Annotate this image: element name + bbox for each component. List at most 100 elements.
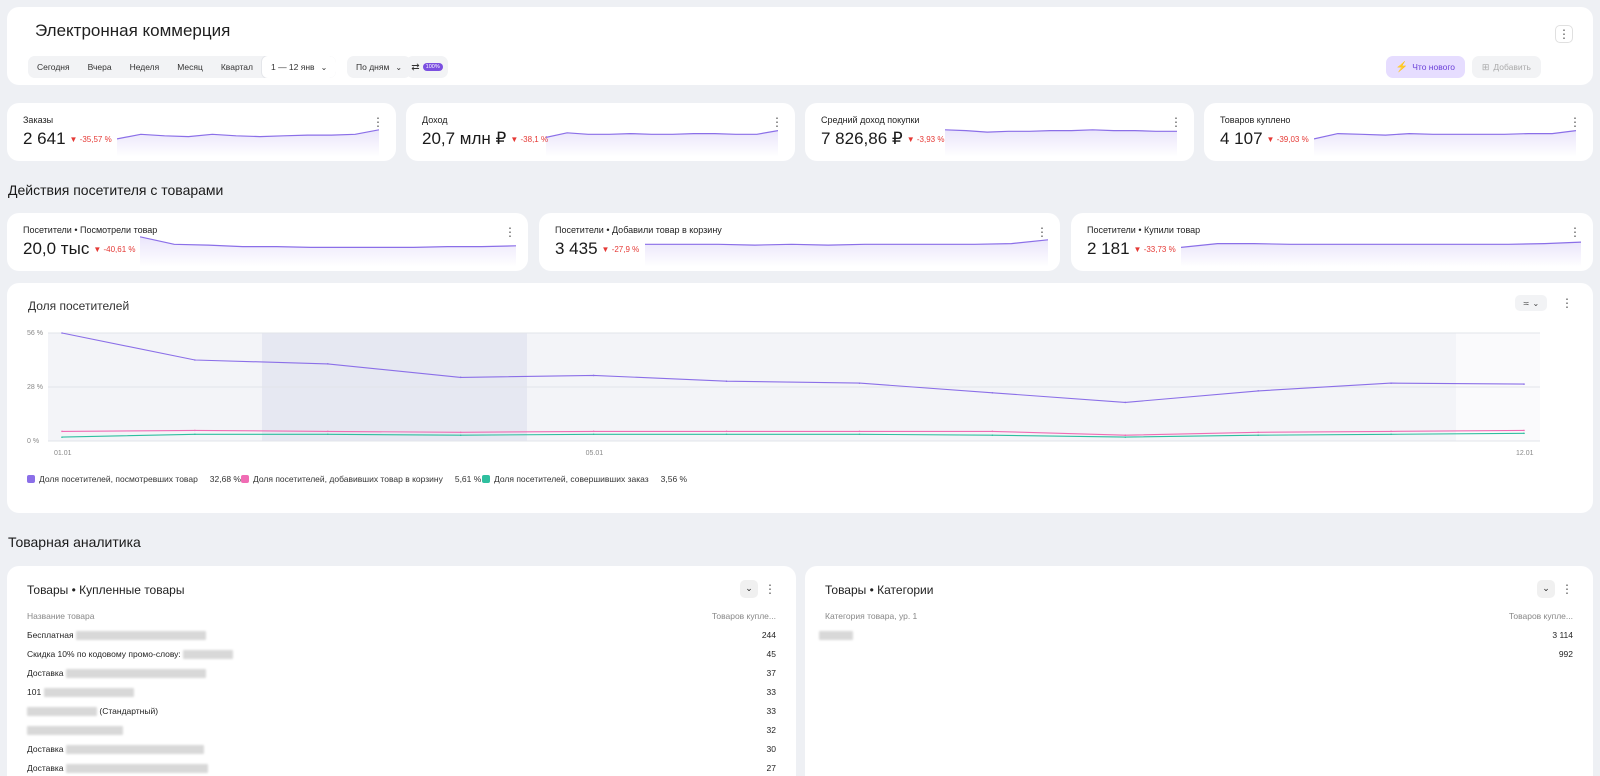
period-quarter[interactable]: Квартал xyxy=(211,56,262,78)
table-row[interactable]: Доставка 37 xyxy=(27,668,776,686)
legend-swatch xyxy=(241,475,249,483)
row-value: 244 xyxy=(761,630,776,640)
table-row[interactable]: 101 33 xyxy=(27,687,776,705)
kpi-sparkline xyxy=(645,239,1048,267)
legend-value: 3,56 % xyxy=(660,474,688,484)
kpi-value: 4 107 xyxy=(1220,129,1263,148)
data-point xyxy=(459,431,462,434)
table-row[interactable]: 32 xyxy=(27,725,776,743)
whats-new-label: Что нового xyxy=(1412,62,1455,72)
row-value: 30 xyxy=(766,744,776,754)
data-point xyxy=(1390,382,1392,384)
table-header: Категория товара, ур. 1 Товаров купле... xyxy=(825,611,1573,629)
column-header-name[interactable]: Категория товара, ур. 1 xyxy=(825,611,918,621)
kpi-delta: ▼ -3,93 % xyxy=(906,135,945,145)
header-more-icon[interactable]: ⋮ xyxy=(1555,25,1573,43)
sparkline-area xyxy=(645,239,1048,267)
sampling-button[interactable]: ⇄ 100% xyxy=(406,56,448,78)
table-row[interactable]: Бесплатная 244 xyxy=(27,630,776,648)
kpi-more-icon[interactable]: ⋮ xyxy=(771,115,783,129)
period-today[interactable]: Сегодня xyxy=(28,56,79,78)
expand-button[interactable]: ⌄ xyxy=(1537,580,1555,598)
sparkline-line xyxy=(945,129,1177,133)
lightning-icon: ⚡ xyxy=(1395,61,1409,73)
y-tick-label: 0 % xyxy=(27,438,39,445)
sparkline-area xyxy=(546,130,778,157)
table-row[interactable]: Скидка 10% по кодовому промо-слову: 45 xyxy=(27,649,776,667)
x-tick-label: 05.01 xyxy=(586,450,604,457)
data-point xyxy=(725,430,728,433)
row-value: 27 xyxy=(766,763,776,773)
chevron-down-icon: ⌄ xyxy=(1532,298,1540,308)
redacted xyxy=(65,764,208,774)
kpi-more-icon[interactable]: ⋮ xyxy=(504,225,516,239)
kpi-value-wrap: 2 181 ▼ -33,73 % xyxy=(1087,239,1176,259)
table-row[interactable]: Доставка 30 xyxy=(27,744,776,762)
chevron-down-icon: ⌄ xyxy=(1542,583,1550,593)
table-more-icon[interactable]: ⋮ xyxy=(1561,582,1573,596)
kpi-more-icon[interactable]: ⋮ xyxy=(1170,115,1182,129)
chevron-down-icon: ⌄ xyxy=(745,583,753,593)
row-name: Бесплатная xyxy=(27,630,206,641)
kpi-label: Доход xyxy=(422,115,448,125)
column-header-value[interactable]: Товаров купле... xyxy=(711,611,776,621)
action-card-added-to-cart[interactable]: Посетители • Добавили товар в корзину 3 … xyxy=(539,213,1060,271)
legend-value: 5,61 % xyxy=(454,474,482,484)
data-point xyxy=(592,433,595,436)
swap-icon: ⇄ xyxy=(411,61,420,73)
table-row[interactable]: 3 114 xyxy=(819,630,1573,648)
kpi-card-avg-revenue[interactable]: Средний доход покупки 7 826,86 ₽ ▼ -3,93 … xyxy=(805,103,1194,161)
action-card-viewed[interactable]: Посетители • Посмотрели товар 20,0 тыс ▼ … xyxy=(7,213,528,271)
kpi-sparkline xyxy=(117,129,379,157)
kpi-value: 3 435 xyxy=(555,239,598,258)
action-card-purchased[interactable]: Посетители • Купили товар 2 181 ▼ -33,73 … xyxy=(1071,213,1593,271)
date-range-picker[interactable]: 1 — 12 янв ⌄ xyxy=(261,56,337,78)
period-month[interactable]: Месяц xyxy=(168,56,212,78)
legend-item-added[interactable]: Доля посетителей, добавивших товар в кор… xyxy=(241,474,481,484)
kpi-more-icon[interactable]: ⋮ xyxy=(1569,225,1581,239)
products-table-card: Товары • Купленные товары ⌄ ⋮ Название т… xyxy=(7,566,796,776)
data-point xyxy=(858,382,861,384)
sparkline-area xyxy=(1314,130,1576,157)
table-row[interactable]: 992 xyxy=(819,649,1573,667)
row-value: 45 xyxy=(766,649,776,659)
kpi-value-wrap: 20,7 млн ₽ ▼ -38,1 % xyxy=(422,129,548,149)
table-row[interactable]: (Стандартный) 33 xyxy=(27,706,776,724)
period-selector: Сегодня Вчера Неделя Месяц Квартал 1 — 1… xyxy=(28,56,337,78)
series-line-1 xyxy=(61,332,1525,403)
period-yesterday[interactable]: Вчера xyxy=(78,56,121,78)
kpi-sparkline xyxy=(1314,130,1576,157)
kpi-more-icon[interactable]: ⋮ xyxy=(1036,225,1048,239)
row-name-text: Скидка 10% по кодовому промо-слову: xyxy=(27,649,181,659)
kpi-more-icon[interactable]: ⋮ xyxy=(1569,115,1581,129)
data-point xyxy=(858,433,861,436)
kpi-label: Посетители • Купили товар xyxy=(1087,225,1201,235)
period-week[interactable]: Неделя xyxy=(120,56,169,78)
granularity-select[interactable]: По дням ⌄ xyxy=(347,56,412,78)
chart-settings-button[interactable]: ≍ ⌄ xyxy=(1515,295,1547,311)
legend-item-viewed[interactable]: Доля посетителей, посмотревших товар 32,… xyxy=(27,474,241,484)
page-title: Электронная коммерция xyxy=(35,21,231,40)
kpi-sparkline xyxy=(546,130,778,157)
chart-more-icon[interactable]: ⋮ xyxy=(1561,296,1573,310)
section-title-actions: Действия посетителя с товарами xyxy=(8,182,224,198)
kpi-delta: ▼ -33,73 % xyxy=(1133,245,1176,255)
row-value: 33 xyxy=(766,687,776,697)
kpi-more-icon[interactable]: ⋮ xyxy=(372,115,384,129)
legend-item-ordered[interactable]: Доля посетителей, совершивших заказ 3,56… xyxy=(482,474,687,484)
column-header-name[interactable]: Название товара xyxy=(27,611,95,621)
table-row[interactable]: Доставка 27 xyxy=(27,763,776,776)
kpi-card-orders[interactable]: Заказы 2 641 ▼ -35,57 % ⋮ xyxy=(7,103,396,161)
data-point xyxy=(1124,434,1127,437)
kpi-card-items-bought[interactable]: Товаров куплено 4 107 ▼ -39,03 % ⋮ xyxy=(1204,103,1593,161)
column-header-value[interactable]: Товаров купле... xyxy=(1508,611,1573,621)
row-name: Доставка xyxy=(27,763,208,774)
table-header: Название товара Товаров купле... xyxy=(27,611,776,629)
table-more-icon[interactable]: ⋮ xyxy=(764,582,776,596)
whats-new-button[interactable]: ⚡ Что нового xyxy=(1385,56,1465,78)
add-button[interactable]: ⊞ Добавить xyxy=(1471,56,1541,78)
expand-button[interactable]: ⌄ xyxy=(740,580,758,598)
kpi-value: 2 181 xyxy=(1087,239,1130,258)
granularity-label: По дням xyxy=(356,62,390,72)
kpi-card-revenue[interactable]: Доход 20,7 млн ₽ ▼ -38,1 % ⋮ xyxy=(406,103,795,161)
